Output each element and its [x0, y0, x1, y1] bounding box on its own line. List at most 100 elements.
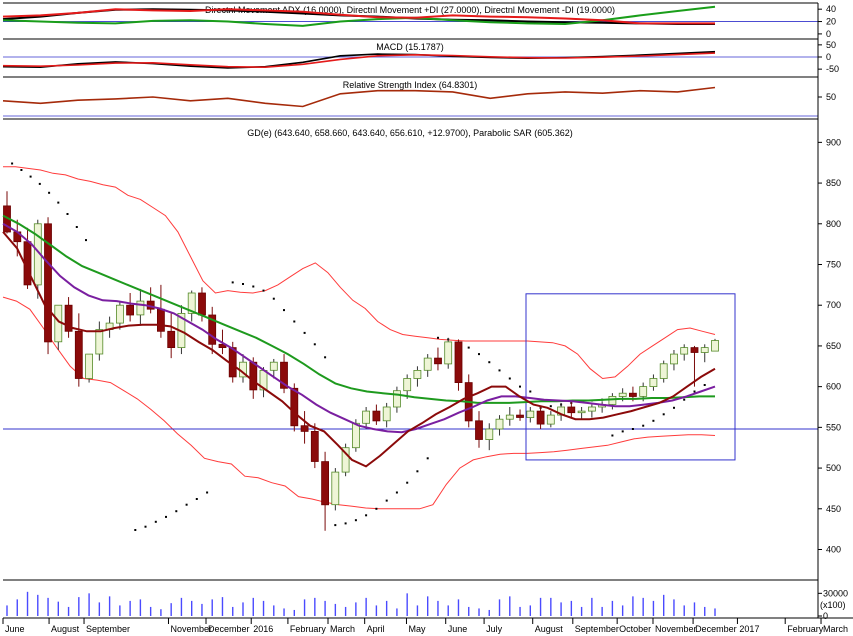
sar-dot: [324, 356, 327, 359]
candle-down: [475, 420, 483, 440]
volume-axis-note: (x100): [820, 600, 846, 610]
adx-title: Directnl Movement ADX (16.0000), Directn…: [205, 5, 615, 15]
macd-tick-label: -50: [826, 64, 839, 74]
candle-down: [208, 314, 217, 345]
sar-dot: [38, 182, 41, 185]
candle-down: [249, 361, 258, 391]
volume-tick-label: 0: [823, 611, 828, 621]
candle-down: [690, 347, 699, 353]
x-tick-label: December: [208, 624, 250, 634]
x-tick-label: June: [5, 624, 25, 634]
price-tick-label: 450: [826, 504, 841, 514]
x-tick-label: 2016: [253, 624, 273, 634]
rsi-tick-label: 50: [826, 92, 836, 102]
sar-dot: [673, 406, 675, 409]
sar-dot: [508, 377, 511, 380]
sar-dot: [231, 281, 234, 284]
sar-dot: [206, 491, 209, 494]
candle-up: [670, 353, 678, 365]
sar-dot: [66, 213, 69, 215]
candle-up: [526, 410, 535, 419]
sar-dot: [252, 285, 255, 288]
x-tick-label: November: [170, 624, 212, 634]
adx-line--di: [2, 8, 715, 25]
volume-panel: 30000 0 (x100): [6, 588, 848, 621]
bollinger-lower-band: [2, 296, 716, 510]
x-tick-label: July: [486, 624, 503, 634]
sar-dot: [652, 419, 655, 422]
moving-average-mid: [2, 222, 716, 434]
x-tick-label: May: [408, 624, 426, 634]
sar-dot: [11, 162, 14, 165]
sar-dot: [144, 525, 147, 528]
sar-dot: [57, 201, 60, 204]
sar-dot: [165, 515, 167, 518]
sar-dot: [29, 175, 32, 178]
candle-down: [44, 223, 52, 343]
candle-down: [516, 414, 524, 418]
sar-dot: [283, 309, 285, 312]
candle-up: [362, 410, 371, 424]
candle-down: [310, 430, 319, 462]
candle-up: [403, 378, 412, 392]
candle-down: [536, 410, 545, 425]
macd-panel: MACD (15.1787) 50 0 -50: [2, 40, 839, 74]
candle-up: [711, 340, 719, 352]
sar-dot: [416, 470, 419, 473]
x-tick-label: February: [290, 624, 327, 634]
candle-down: [156, 308, 165, 332]
sar-dot: [529, 390, 532, 393]
sar-dot: [395, 491, 398, 494]
sar-dot: [621, 430, 624, 433]
candle-up: [423, 357, 432, 371]
sar-dot: [519, 385, 521, 388]
x-tick-label: February: [787, 624, 824, 634]
sar-dot: [549, 405, 552, 408]
candle-down: [280, 361, 288, 389]
sar-dot: [75, 226, 78, 228]
sar-dot: [662, 413, 665, 416]
candle-up: [95, 329, 104, 355]
candle-down: [290, 387, 299, 427]
x-tick-label: April: [367, 624, 385, 634]
candle-down: [629, 392, 637, 397]
sar-dot: [313, 343, 316, 346]
price-tick-label: 550: [826, 422, 841, 432]
rsi-title: Relative Strength Index (64.8301): [343, 80, 478, 90]
candle-down: [300, 425, 309, 432]
candle-up: [413, 369, 422, 379]
sar-dot: [488, 361, 491, 364]
x-tick-label: March: [330, 624, 355, 634]
moving-average-fast: [2, 231, 716, 468]
price-tick-label: 500: [826, 463, 841, 473]
panel-frames: [3, 2, 853, 619]
sar-dot: [426, 457, 429, 460]
sar-dot: [134, 529, 137, 531]
x-tick-label: June: [448, 624, 468, 634]
candle-up: [269, 361, 278, 371]
macd-tick-label: 50: [826, 40, 836, 50]
candle-down: [74, 330, 83, 379]
sar-dot: [631, 428, 634, 430]
candle-up: [351, 422, 360, 449]
sar-dot: [406, 481, 409, 484]
candle-up: [382, 406, 391, 422]
candle-up: [136, 300, 145, 316]
rsi-line-rsi: [2, 86, 716, 108]
candle-up: [608, 395, 617, 405]
price-tick-label: 900: [826, 137, 841, 147]
candle-up: [588, 406, 596, 412]
candle-up: [505, 414, 514, 420]
highlight-box: [525, 293, 736, 461]
x-tick-label: 2017: [739, 624, 759, 634]
sar-dot: [293, 320, 296, 323]
candle-up: [495, 418, 504, 430]
adx-tick-label: 20: [826, 17, 836, 27]
sar-dot: [272, 297, 275, 300]
x-tick-label: March: [823, 624, 848, 634]
adx-tick-label: 40: [826, 4, 836, 14]
sar-dot: [365, 514, 368, 517]
macd-title: MACD (15.1787): [376, 42, 444, 52]
candle-down: [372, 410, 381, 422]
